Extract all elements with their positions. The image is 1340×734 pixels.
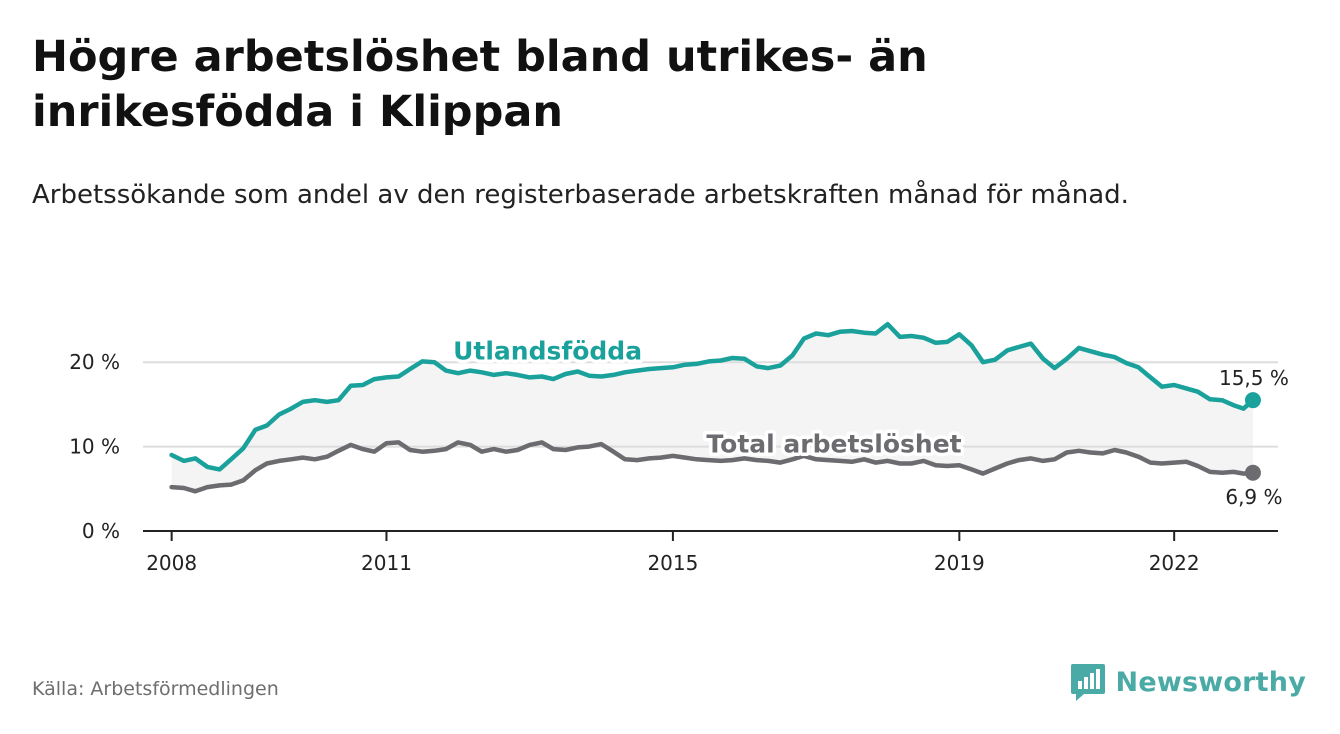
end-label-total: 6,9 % [1225, 485, 1282, 509]
source-note: Källa: Arbetsförmedlingen [32, 678, 279, 700]
newsworthy-logo-icon [1070, 664, 1105, 701]
series-line-utlandsfodda [169, 321, 1256, 472]
brand-name: Newsworthy [1115, 666, 1306, 698]
x-tick-label-2019: 2019 [934, 551, 985, 575]
brand[interactable]: Newsworthy [1070, 660, 1306, 704]
end-label-utlandsfodda: 15,5 % [1219, 366, 1289, 390]
label-layer: 15,5 % 6,9 % Utlandsfödda Total arbetslöshe… [450, 333, 1289, 509]
series-label-utlandsfodda: Utlandsfödda [453, 337, 642, 366]
line-chart: 15,5 % 6,9 % Utlandsfödda Total arbetslöshe… [69, 321, 1289, 575]
series-label-total: Total arbetslöshet [706, 430, 961, 459]
end-marker-utlandsfodda [1244, 392, 1261, 409]
series-layer [169, 321, 1261, 494]
chart-title: Högre arbetslöshet bland utrikes- än inr… [32, 32, 928, 137]
x-tick-label-2015: 2015 [647, 551, 698, 575]
end-marker-total [1244, 464, 1261, 481]
y-tick-label-10: 10 % [69, 435, 120, 459]
x-tick-label-2011: 2011 [361, 551, 412, 575]
y-tick-label-0: 0 % [82, 519, 120, 543]
series-line-total [169, 440, 1256, 494]
chart-subtitle: Arbetssökande som andel av den registerb… [32, 180, 1129, 210]
axis-layer: 0 % 10 % 20 % 2008 2011 2015 2019 2022 [69, 350, 1278, 575]
y-tick-label-20: 20 % [69, 350, 120, 374]
x-tick-label-2022: 2022 [1149, 551, 1200, 575]
x-tick-label-2008: 2008 [146, 551, 197, 575]
